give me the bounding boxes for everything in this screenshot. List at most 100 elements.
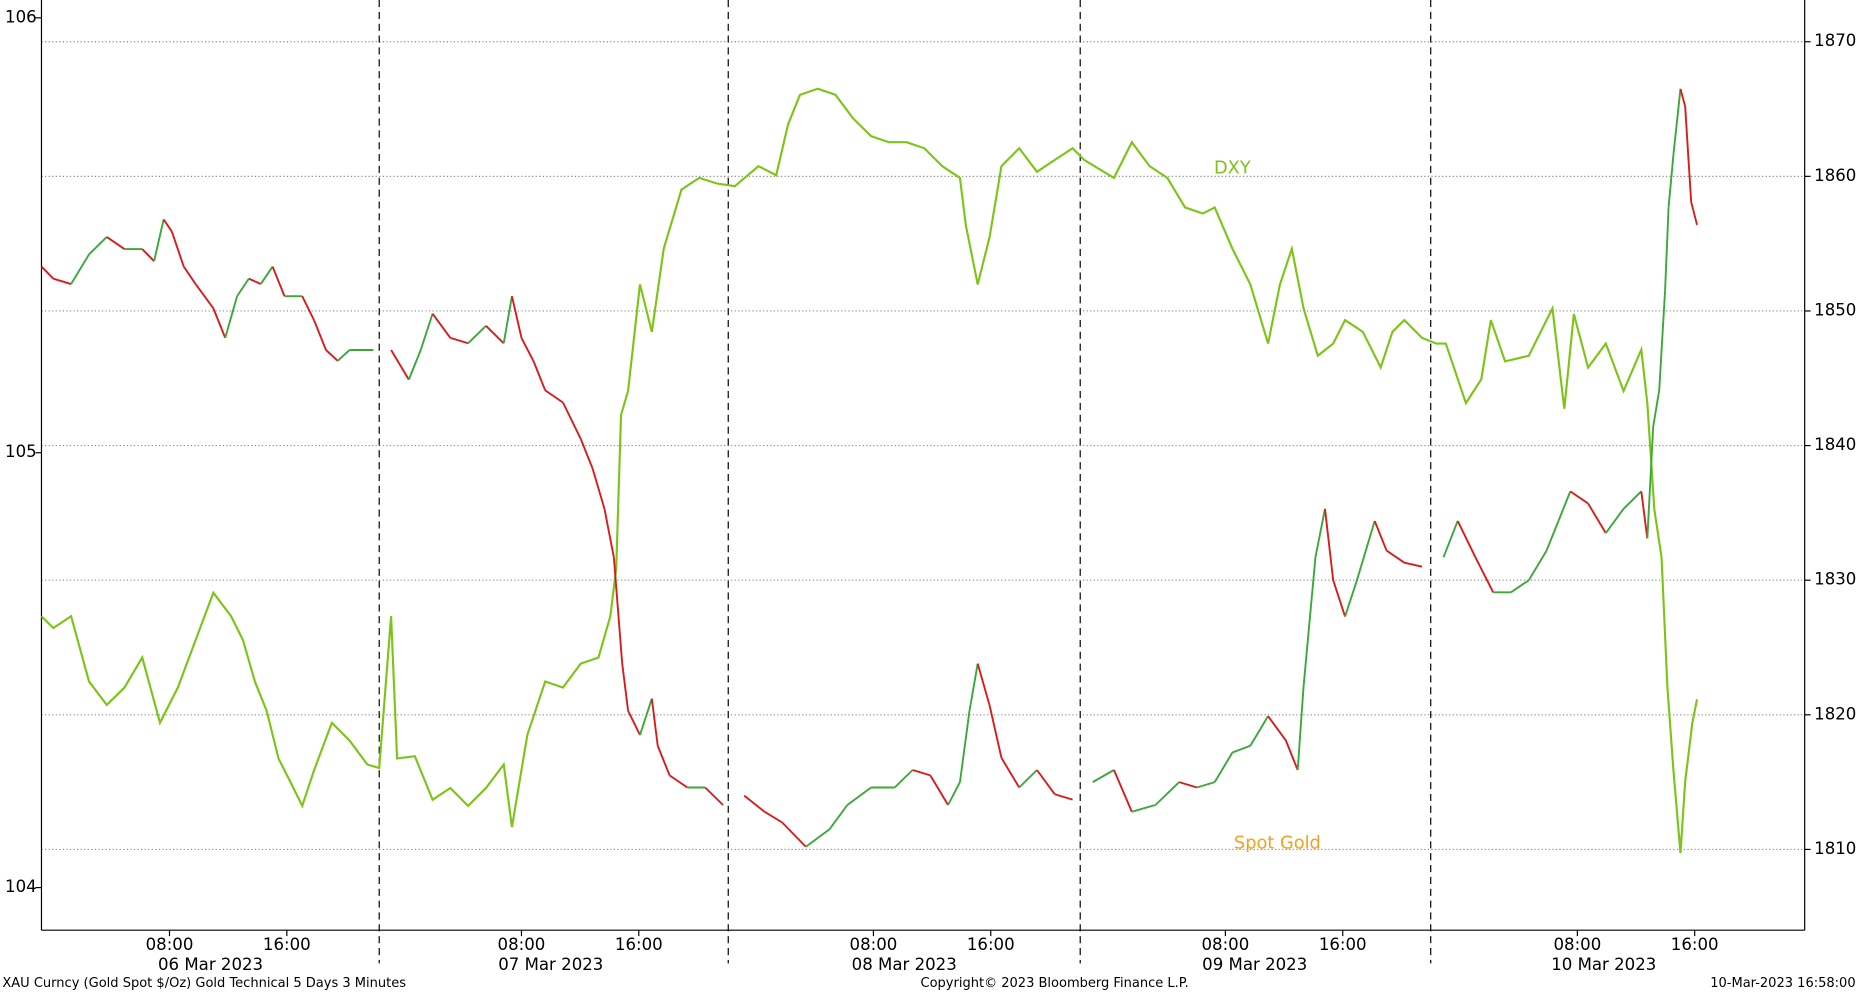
x-tick-label: 08:00 xyxy=(1553,935,1601,954)
y-tick-label: 105 xyxy=(5,442,37,461)
price-segment xyxy=(1154,781,1180,806)
price-segment xyxy=(502,295,513,344)
price-segment xyxy=(828,804,849,830)
price-segment xyxy=(1672,88,1682,155)
price-segment xyxy=(976,663,991,706)
x-tick-label: 08:00 xyxy=(146,935,194,954)
price-segment xyxy=(301,295,315,321)
price-segment xyxy=(1356,520,1376,581)
price-segment xyxy=(846,786,872,806)
price-segment xyxy=(650,698,659,746)
y2-tick-label: 1850 xyxy=(1814,300,1856,319)
x-tick-label: 08:00 xyxy=(498,935,546,954)
price-segment xyxy=(1510,579,1530,594)
price-segment xyxy=(579,438,594,469)
price-segment xyxy=(1528,550,1548,581)
price-segment xyxy=(603,508,615,558)
price-segment xyxy=(1557,490,1572,522)
price-segment xyxy=(1284,740,1299,771)
price-segment xyxy=(669,774,688,789)
price-segment xyxy=(1324,508,1335,581)
footnote: 10-Mar-2023 16:58:00 xyxy=(1710,976,1855,991)
price-segment xyxy=(1036,769,1056,795)
price-segment xyxy=(271,266,286,297)
price-segment xyxy=(1646,426,1655,539)
x-tick-label: 08:00 xyxy=(850,935,898,954)
price-segment xyxy=(485,325,505,344)
price-segment xyxy=(431,313,452,339)
price-segment xyxy=(1404,561,1423,568)
price-segment xyxy=(88,236,108,256)
price-segment xyxy=(1640,491,1649,539)
price-segment xyxy=(1213,752,1234,783)
price-segment xyxy=(40,265,55,280)
price-segment xyxy=(959,710,971,783)
date-label: 10 Mar 2023 xyxy=(1551,955,1656,974)
price-segment xyxy=(743,794,766,813)
price-segment xyxy=(325,349,339,362)
price-segment xyxy=(141,248,155,262)
y-tick-label: 104 xyxy=(5,877,37,896)
price-segment xyxy=(1690,201,1698,226)
price-segment xyxy=(912,769,931,777)
price-segment xyxy=(1373,520,1388,551)
price-segment xyxy=(763,810,783,824)
line xyxy=(40,87,1699,854)
y2-tick-label: 1810 xyxy=(1814,839,1856,858)
price-segment xyxy=(337,349,351,362)
price-segment xyxy=(621,663,630,711)
price-segment xyxy=(1092,769,1115,783)
price-segment xyxy=(1442,520,1459,558)
date-label: 07 Mar 2023 xyxy=(498,955,603,974)
date-label: 08 Mar 2023 xyxy=(852,955,957,974)
price-segment xyxy=(1332,579,1346,617)
price-segment xyxy=(704,786,724,806)
price-segment xyxy=(1679,88,1687,107)
price-segment xyxy=(1667,154,1675,208)
price-segment xyxy=(1652,390,1661,427)
price-segment xyxy=(1196,781,1215,789)
price-segment xyxy=(656,745,671,776)
price-segment xyxy=(1605,508,1625,534)
x-tick-label: 16:00 xyxy=(1671,935,1719,954)
y2-tick-label: 1830 xyxy=(1814,570,1856,589)
x-tick-label: 08:00 xyxy=(1202,935,1250,954)
price-segment xyxy=(520,337,535,362)
price-segment xyxy=(1249,715,1269,747)
price-segment xyxy=(248,277,262,285)
price-segment xyxy=(70,253,90,285)
series-label: Spot Gold xyxy=(1234,834,1321,854)
price-segment xyxy=(1474,556,1495,593)
price-segment xyxy=(153,219,165,262)
price-segment xyxy=(805,828,831,848)
y2-tick-label: 1860 xyxy=(1814,166,1856,185)
y2-tick-label: 1820 xyxy=(1814,704,1856,723)
y2-tick-label: 1840 xyxy=(1814,435,1856,454)
price-segment xyxy=(170,231,185,267)
price-segment xyxy=(781,821,807,848)
price-segment xyxy=(532,360,547,391)
price-segment xyxy=(612,557,624,664)
footnote: Copyright© 2023 Bloomberg Finance L.P. xyxy=(920,976,1188,991)
price-segment xyxy=(162,218,173,233)
footnote: XAU Curncy (Gold Spot $/Oz) Gold Technic… xyxy=(2,976,406,991)
price-segment xyxy=(259,266,274,285)
price-segment xyxy=(1302,557,1317,687)
price-segment xyxy=(194,283,215,309)
price-segment xyxy=(224,295,239,339)
price-segment xyxy=(1314,508,1326,558)
price-segment xyxy=(313,320,327,351)
price-segment xyxy=(1569,490,1589,505)
price-segment xyxy=(1386,549,1405,564)
price-segment xyxy=(1545,520,1560,551)
price-segment xyxy=(1296,686,1305,771)
date-label: 09 Mar 2023 xyxy=(1202,955,1307,974)
price-segment xyxy=(511,295,523,339)
price-segment xyxy=(1178,781,1198,789)
price-segment xyxy=(419,313,434,351)
price-segment xyxy=(968,663,979,711)
price-segment xyxy=(1113,769,1133,813)
